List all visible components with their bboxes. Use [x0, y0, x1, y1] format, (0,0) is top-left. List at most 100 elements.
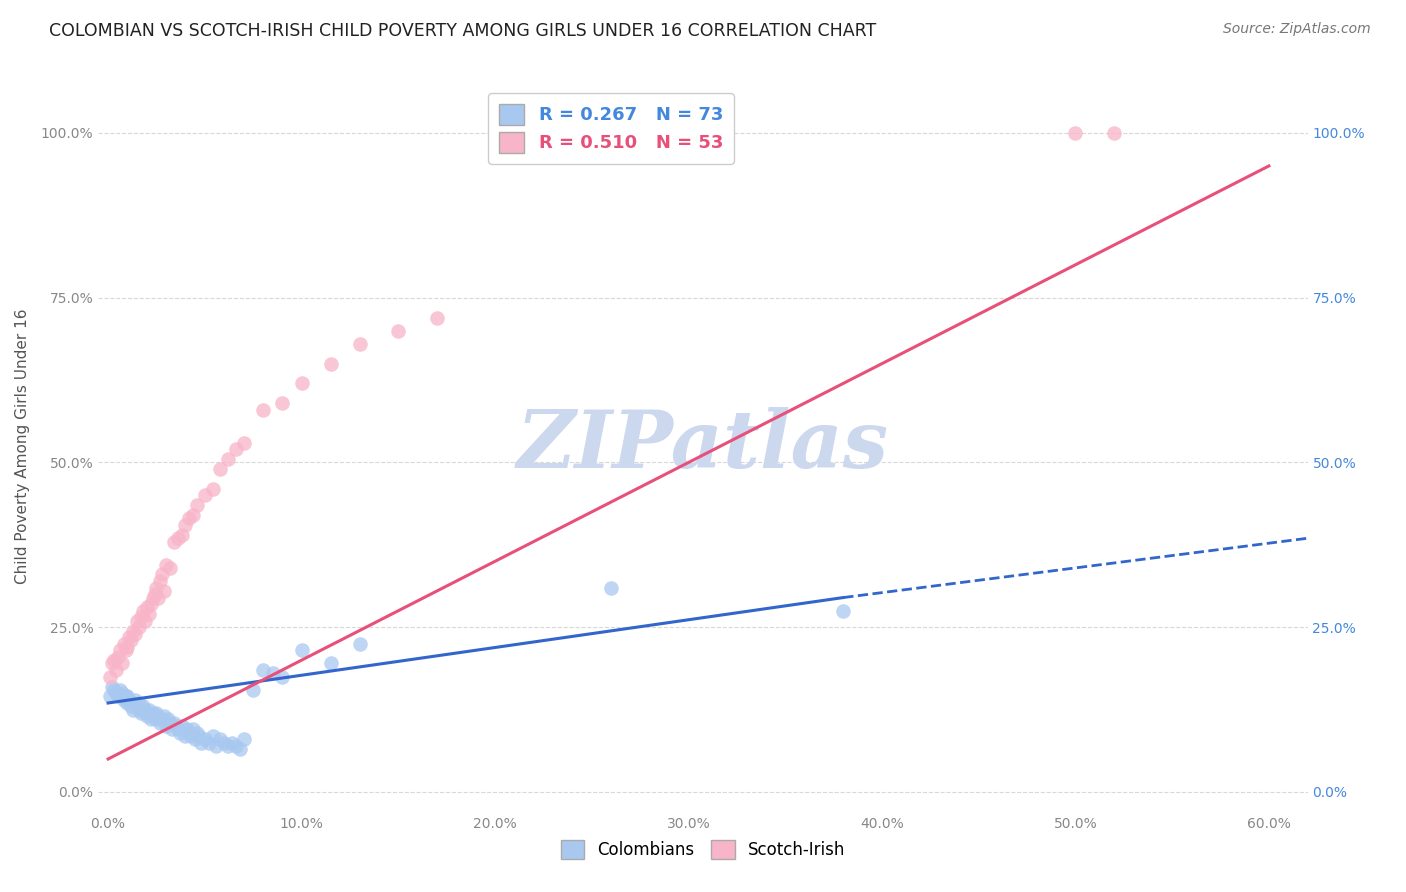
Point [107, 649, 129, 664]
Point [159, 561, 181, 575]
Point [242, 682, 264, 697]
Point [170, 719, 193, 733]
Point [217, 452, 239, 467]
Point [209, 732, 232, 747]
Point [1102, 126, 1125, 140]
Point [170, 528, 193, 542]
Point [127, 614, 149, 628]
Point [112, 692, 135, 706]
Point [179, 725, 201, 739]
Point [132, 699, 155, 714]
Point [232, 732, 254, 747]
Point [180, 729, 202, 743]
Point [188, 729, 211, 743]
Point [135, 706, 157, 720]
Point [319, 357, 342, 371]
Point [124, 692, 146, 706]
Point [271, 396, 294, 410]
Point [186, 498, 208, 512]
Point [134, 702, 156, 716]
Point [153, 584, 176, 599]
Point [201, 482, 224, 496]
Point [118, 692, 141, 706]
Point [290, 376, 312, 391]
Point [319, 657, 342, 671]
Point [103, 682, 125, 697]
Point [108, 643, 131, 657]
Point [197, 735, 219, 749]
Point [145, 581, 167, 595]
Point [143, 709, 166, 723]
Point [174, 518, 197, 533]
Point [166, 723, 188, 737]
Point [163, 534, 186, 549]
Point [149, 715, 172, 730]
Point [112, 690, 135, 704]
Text: COLOMBIAN VS SCOTCH-IRISH CHILD POVERTY AMONG GIRLS UNDER 16 CORRELATION CHART: COLOMBIAN VS SCOTCH-IRISH CHILD POVERTY … [49, 22, 876, 40]
Point [112, 637, 135, 651]
Point [165, 719, 187, 733]
Point [159, 715, 181, 730]
Point [157, 713, 180, 727]
Point [387, 324, 409, 338]
Point [1064, 126, 1087, 140]
Point [139, 713, 162, 727]
Point [148, 591, 170, 605]
Point [252, 402, 274, 417]
Point [111, 657, 134, 671]
Point [142, 591, 165, 605]
Point [128, 620, 150, 634]
Point [832, 604, 855, 618]
Point [120, 699, 142, 714]
Point [117, 640, 139, 654]
Point [122, 696, 145, 710]
Point [181, 723, 204, 737]
Point [221, 735, 243, 749]
Point [201, 729, 224, 743]
Point [150, 713, 173, 727]
Point [184, 732, 207, 747]
Point [98, 670, 121, 684]
Point [135, 600, 157, 615]
Point [600, 581, 623, 595]
Point [225, 442, 247, 457]
Point [132, 604, 155, 618]
Point [252, 663, 274, 677]
Point [186, 725, 208, 739]
Point [290, 643, 312, 657]
Point [101, 657, 124, 671]
Point [135, 709, 157, 723]
Point [426, 310, 449, 325]
Point [150, 567, 173, 582]
Point [118, 630, 141, 644]
Point [129, 610, 152, 624]
Point [217, 739, 239, 753]
Point [114, 643, 136, 657]
Point [160, 723, 183, 737]
Point [104, 663, 127, 677]
Point [271, 670, 294, 684]
Point [262, 666, 284, 681]
Point [232, 435, 254, 450]
Point [190, 735, 212, 749]
Point [128, 696, 150, 710]
Point [104, 686, 127, 700]
Legend: Colombians, Scotch-Irish: Colombians, Scotch-Irish [554, 833, 852, 865]
Point [176, 723, 198, 737]
Point [153, 709, 176, 723]
Point [127, 699, 149, 714]
Point [138, 702, 160, 716]
Point [129, 706, 152, 720]
Point [117, 690, 139, 704]
Point [143, 587, 166, 601]
Point [107, 690, 129, 704]
Point [166, 531, 188, 545]
Point [163, 715, 186, 730]
Text: Source: ZipAtlas.com: Source: ZipAtlas.com [1223, 22, 1371, 37]
Point [194, 732, 217, 747]
Text: ZIPatlas: ZIPatlas [517, 408, 889, 484]
Point [205, 739, 228, 753]
Point [101, 680, 124, 694]
Point [349, 637, 371, 651]
Point [155, 558, 177, 572]
